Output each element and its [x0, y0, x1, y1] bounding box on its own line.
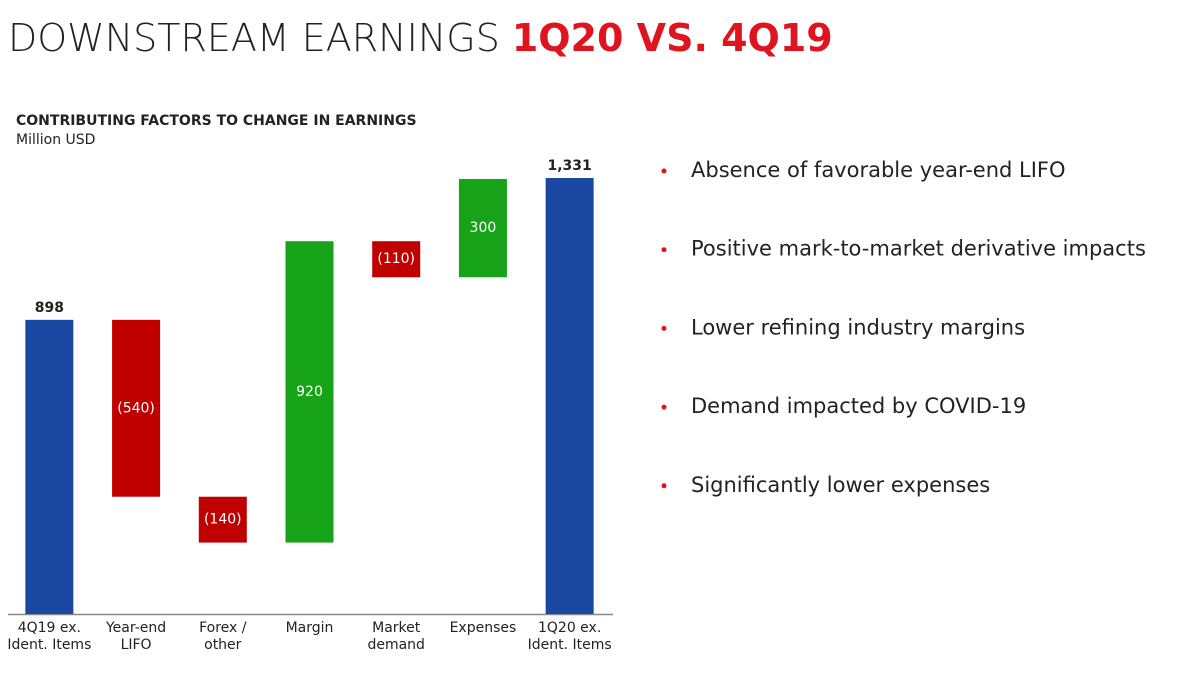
- category-line: 4Q19 ex.: [18, 620, 81, 636]
- category-line: Ident. Items: [7, 637, 91, 653]
- title-main: DOWNSTREAM EARNINGS: [8, 16, 500, 60]
- category-line: LIFO: [121, 637, 152, 653]
- bullet-dot: [661, 325, 667, 331]
- bar: [545, 178, 594, 614]
- category-line: Expenses: [450, 620, 517, 636]
- category-label: 4Q19 ex. Ident. Items: [7, 620, 91, 653]
- chart-subtitle: Million USD: [16, 132, 95, 148]
- category-line: Margin: [286, 620, 334, 636]
- value-label: 300: [470, 220, 497, 236]
- value-label: (540): [117, 400, 155, 416]
- slide-title: DOWNSTREAM EARNINGS 1Q20 VS. 4Q19: [8, 16, 833, 60]
- bar: [112, 319, 161, 497]
- bar: [458, 178, 507, 278]
- category-line: Ident. Items: [528, 637, 612, 653]
- bar: [372, 241, 421, 278]
- title-highlight: 1Q20 VS. 4Q19: [512, 16, 833, 60]
- value-label: 1,331: [547, 158, 591, 174]
- bullet-text: Lower refining industry margins: [691, 315, 1025, 339]
- bar: [285, 241, 334, 543]
- bar: [25, 319, 74, 614]
- category-label: Year-end LIFO: [105, 620, 166, 653]
- category-label: Expenses: [450, 620, 517, 636]
- category-label: Forex / other: [199, 620, 247, 653]
- category-label: 1Q20 ex. Ident. Items: [528, 620, 612, 653]
- category-line: Forex /: [199, 620, 247, 636]
- bullet-text: Demand impacted by COVID-19: [691, 394, 1026, 418]
- bar: [198, 496, 247, 543]
- category-line: 1Q20 ex.: [538, 620, 601, 636]
- value-label: (110): [377, 251, 415, 267]
- category-line: Market: [372, 620, 421, 636]
- category-line: other: [204, 637, 242, 653]
- category-label: Market demand: [367, 620, 424, 653]
- bullet-text: Significantly lower expenses: [691, 473, 990, 497]
- bullet-text: Absence of favorable year-end LIFO: [691, 158, 1066, 182]
- bullet-dot: [661, 404, 667, 410]
- value-label: 898: [35, 300, 64, 316]
- category-label: Margin: [286, 620, 334, 636]
- category-line: Year-end: [105, 620, 166, 636]
- chart-title: CONTRIBUTING FACTORS TO CHANGE IN EARNIN…: [16, 113, 417, 129]
- bullet-dot: [661, 247, 667, 253]
- category-line: demand: [367, 637, 424, 653]
- value-label: 920: [296, 384, 323, 400]
- bullet-dot: [661, 483, 667, 489]
- bullet-dot: [661, 168, 667, 174]
- bullet-text: Positive mark-to-market derivative impac…: [691, 237, 1146, 261]
- value-label: (140): [204, 512, 242, 528]
